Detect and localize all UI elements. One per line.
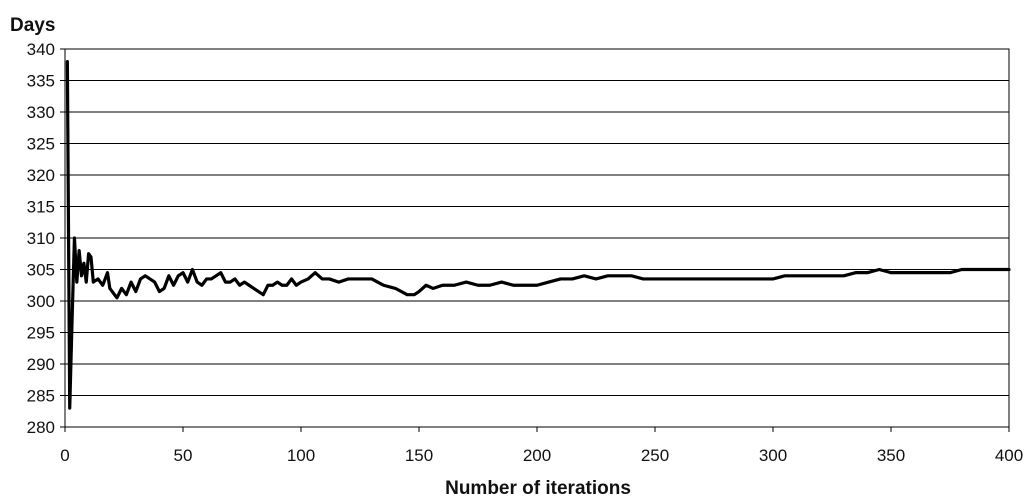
y-axis-ticks: 280 285 290 295 300 305 310 315 320 325 330 335 340 xyxy=(27,40,65,437)
y-tick-label: 290 xyxy=(27,355,55,374)
x-tick-label: 200 xyxy=(523,446,551,465)
y-tick-label: 320 xyxy=(27,166,55,185)
y-tick-label: 285 xyxy=(27,387,55,406)
y-tick-label: 310 xyxy=(27,229,55,248)
x-tick-label: 350 xyxy=(877,446,905,465)
y-tick-label: 300 xyxy=(27,292,55,311)
x-axis-title: Number of iterations xyxy=(445,478,631,497)
x-tick-label: 300 xyxy=(759,446,787,465)
gridlines xyxy=(65,48,1009,428)
x-tick-label: 150 xyxy=(405,446,433,465)
y-tick-label: 330 xyxy=(27,103,55,122)
x-tick-label: 100 xyxy=(287,446,315,465)
y-tick-label: 325 xyxy=(27,135,55,154)
y-tick-label: 305 xyxy=(27,261,55,280)
x-tick-label: 0 xyxy=(60,446,69,465)
x-tick-label: 50 xyxy=(174,446,193,465)
x-axis-ticks: 0 50 100 150 200 250 300 350 400 xyxy=(60,427,1023,465)
x-tick-label: 250 xyxy=(641,446,669,465)
y-tick-label: 280 xyxy=(27,418,55,437)
y-tick-label: 335 xyxy=(27,72,55,91)
y-tick-label: 315 xyxy=(27,198,55,217)
y-tick-label: 340 xyxy=(27,40,55,59)
series-line xyxy=(65,60,1011,410)
y-axis-title: Days xyxy=(10,15,55,36)
y-tick-label: 295 xyxy=(27,324,55,343)
x-tick-label: 400 xyxy=(995,446,1023,465)
